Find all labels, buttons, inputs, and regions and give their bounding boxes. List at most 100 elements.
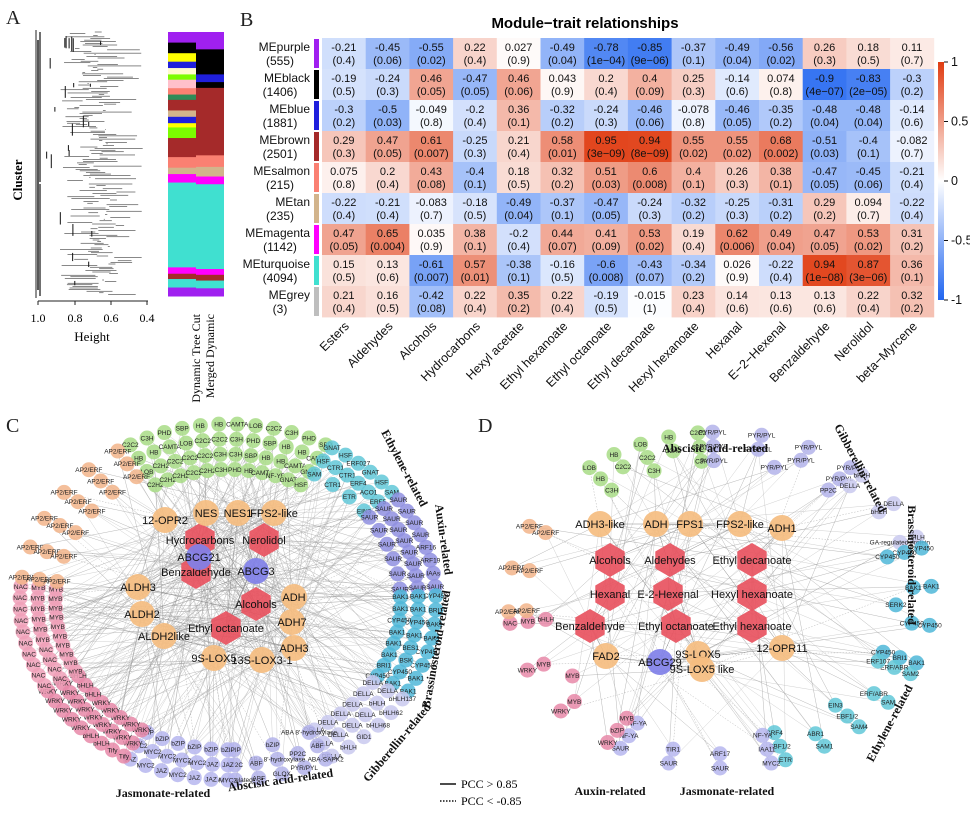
network-node-label: BAK1 — [389, 629, 406, 636]
colorbar-tick-label: -0.5 — [951, 234, 970, 248]
network-node — [880, 694, 896, 710]
cell-pvalue: (0.7) — [857, 210, 880, 222]
module-name: MEblack — [264, 71, 311, 85]
network-node-label: CYP450 — [892, 550, 917, 557]
heatmap-cell — [890, 224, 935, 256]
cell-value: -0.48 — [812, 104, 837, 116]
network-node — [173, 468, 189, 484]
heatmap-cell — [846, 224, 891, 256]
cell-value: 0.32 — [552, 166, 573, 178]
network-edge — [132, 659, 263, 744]
module-color-segment — [168, 53, 196, 63]
hub-label: ADH — [282, 592, 305, 604]
cell-pvalue: (0.06) — [635, 117, 664, 129]
module-color-segment — [168, 79, 196, 89]
network-node-label: CAMTA — [251, 470, 274, 477]
network-node — [345, 696, 361, 712]
network-node — [522, 563, 538, 579]
cell-pvalue: (0.4) — [376, 179, 399, 191]
network-node — [842, 478, 858, 494]
cell-pvalue: (2e−05) — [849, 86, 887, 98]
cell-pvalue: (0.6) — [376, 272, 399, 284]
cell-pvalue: (0.9) — [420, 241, 443, 253]
hub-label: FPS1 — [676, 519, 704, 531]
heatmap-cell — [890, 38, 935, 70]
network-node — [754, 427, 770, 443]
network-node-label: bHLH — [340, 744, 357, 751]
network-node — [294, 444, 310, 460]
cell-value: -0.24 — [594, 104, 619, 116]
heatmap-cell — [802, 255, 847, 287]
heatmap-cell — [496, 131, 541, 163]
network-node-label: NAC — [13, 595, 27, 602]
cell-pvalue: (0.006) — [720, 241, 755, 253]
heatmap-cell — [846, 131, 891, 163]
network-node-label: AP2/ERF — [99, 490, 126, 497]
network-node-label: C3H — [141, 435, 154, 442]
trait-label: Hexanal — [703, 319, 745, 361]
cell-value: 0.4 — [686, 166, 701, 178]
panel-label-a: A — [6, 7, 21, 29]
cell-value: 0.68 — [770, 135, 791, 147]
network-node-label: SBP — [244, 453, 257, 460]
cell-value: 0.4 — [642, 73, 657, 85]
cell-pvalue: (3e−06) — [849, 272, 887, 284]
cell-value: -0.35 — [768, 104, 793, 116]
network-node — [390, 492, 406, 508]
network-edge — [689, 523, 888, 558]
module-color-segment — [196, 49, 224, 75]
cell-value: 0.6 — [642, 166, 657, 178]
network-node-label: WRKY — [67, 698, 87, 705]
module-color-segment — [168, 68, 196, 75]
module-size: (1142) — [263, 240, 297, 254]
module-color-segment — [168, 127, 196, 139]
network-node — [110, 443, 126, 459]
heatmap-cell — [453, 100, 498, 132]
network-node-label: AP2/ERF — [46, 523, 73, 530]
network-edge — [207, 470, 293, 623]
cell-value: -0.46 — [637, 104, 662, 116]
network-edge — [198, 508, 384, 558]
module-color-segment — [196, 176, 224, 185]
network-node-label: SAUR — [426, 584, 444, 591]
network-edge — [55, 657, 215, 702]
network-edge — [781, 527, 825, 747]
network-node-label: HB — [244, 468, 253, 475]
cell-pvalue: (0.4) — [333, 55, 356, 67]
network-node-label: bHLH62 — [379, 710, 403, 717]
network-edge — [263, 539, 426, 548]
network-node-label: C2C2 — [691, 444, 708, 451]
cell-pvalue: (0.02) — [635, 241, 664, 253]
heatmap-cell — [496, 193, 541, 225]
network-node — [385, 551, 401, 567]
cell-value: 0.95 — [595, 135, 616, 147]
network-node-label: MYC2 — [137, 763, 155, 770]
network-node — [800, 439, 816, 455]
network-node-label: HSF — [339, 452, 352, 459]
cell-pvalue: (0.3) — [333, 148, 356, 160]
network-edge — [137, 586, 401, 598]
hub-label: FPS2-like — [716, 519, 764, 531]
dendro-tick-label: 1.0 — [31, 311, 46, 325]
network-edge — [273, 512, 388, 691]
cell-pvalue: (0.07) — [635, 272, 664, 284]
heatmap-cell — [671, 38, 716, 70]
network-edge — [199, 539, 329, 723]
cell-pvalue: (3e−09) — [587, 148, 625, 160]
hub-label: ADH1 — [767, 523, 796, 535]
cell-value: 0.55 — [726, 135, 747, 147]
network-node — [896, 544, 912, 560]
network-edge — [225, 627, 324, 744]
cell-value: 0.18 — [508, 166, 529, 178]
cell-pvalue: (0.6) — [901, 117, 924, 129]
network-node-label: BAK1 — [392, 594, 409, 601]
module-color-segment — [196, 82, 224, 89]
network-node-label: WRKY — [551, 708, 571, 715]
cell-pvalue: (0.4) — [857, 303, 880, 315]
network-edge — [110, 539, 265, 711]
heatmap-cell — [322, 193, 367, 225]
network-node-label: NAC — [48, 666, 62, 673]
network-node-label: SAUR — [375, 506, 393, 513]
network-edge — [39, 512, 207, 580]
metabolite-hub — [211, 611, 241, 645]
